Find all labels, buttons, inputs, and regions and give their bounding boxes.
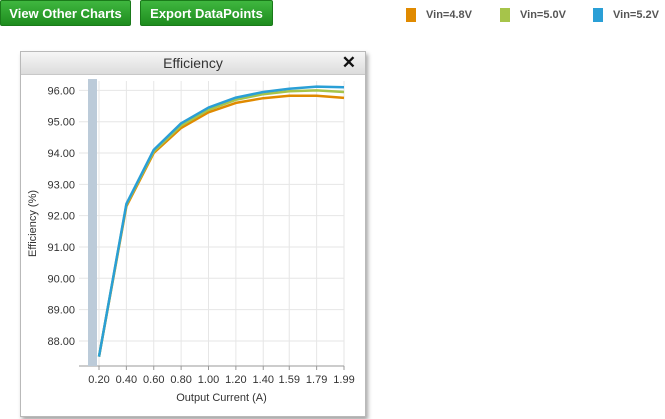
- series-line: [97, 94, 345, 357]
- y-tick-label: 88.00: [47, 336, 75, 348]
- y-axis-label: Efficiency (%): [27, 190, 39, 257]
- x-tick-label: 1.99: [333, 374, 354, 386]
- chart-panel: Efficiency ✕ 88.00 89.00 90.00 91.00 92.00 93…: [20, 51, 366, 417]
- x-tick-label: 0.60: [143, 374, 164, 386]
- legend-swatch: [406, 8, 416, 22]
- series-line: [97, 89, 345, 357]
- legend-swatch: [500, 8, 510, 22]
- x-tick-label: 0.80: [170, 374, 191, 386]
- x-tick-label: 0.20: [88, 374, 109, 386]
- y-tick-label: 92.00: [47, 211, 75, 223]
- x-tick-label: 0.40: [116, 374, 137, 386]
- x-tick-label: 1.79: [306, 374, 327, 386]
- y-tick-label: 94.00: [47, 148, 75, 160]
- y-tick-label: 90.00: [47, 273, 75, 285]
- x-axis-label: Output Current (A): [176, 392, 266, 404]
- x-tick-label: 1.59: [279, 374, 300, 386]
- y-tick-label: 91.00: [47, 242, 75, 254]
- panel-header: Efficiency ✕: [21, 52, 365, 75]
- series-line: [97, 85, 345, 357]
- y-tick-label: 96.00: [47, 85, 75, 97]
- view-other-charts-button[interactable]: View Other Charts: [0, 0, 131, 26]
- x-tick-label: 1.40: [253, 374, 274, 386]
- close-icon[interactable]: ✕: [341, 53, 356, 72]
- highlight-band: [88, 79, 97, 366]
- legend-label: Vin=5.2V: [613, 9, 659, 21]
- panel-title: Efficiency: [163, 55, 223, 71]
- efficiency-chart: 88.00 89.00 90.00 91.00 92.00 93.00 94.00 95.00…: [27, 79, 355, 404]
- y-tick-label: 95.00: [47, 117, 75, 129]
- legend-swatch: [593, 8, 603, 22]
- y-tick-label: 89.00: [47, 305, 75, 317]
- x-tick-label: 1.20: [225, 374, 246, 386]
- export-datapoints-button[interactable]: Export DataPoints: [140, 0, 273, 26]
- legend-label: Vin=5.0V: [520, 9, 566, 21]
- x-tick-label: 1.00: [198, 374, 219, 386]
- legend-label: Vin=4.8V: [426, 9, 472, 21]
- y-tick-label: 93.00: [47, 179, 75, 191]
